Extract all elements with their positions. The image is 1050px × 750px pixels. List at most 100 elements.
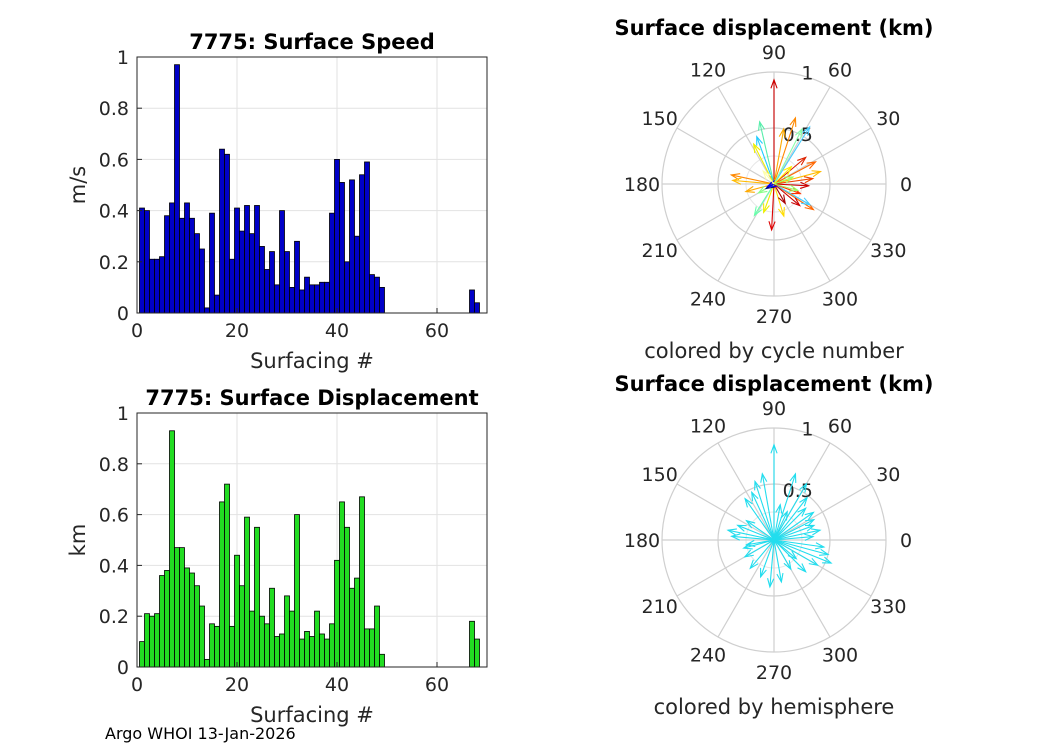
bar bbox=[169, 430, 175, 668]
axes-box bbox=[136, 56, 488, 314]
arrow-head bbox=[799, 482, 808, 493]
bar bbox=[269, 251, 275, 314]
arrow-head bbox=[788, 184, 800, 192]
radius-label: 1 bbox=[801, 419, 813, 441]
angle-label: 0 bbox=[900, 530, 912, 552]
arrow-head bbox=[770, 78, 778, 89]
bar bbox=[174, 64, 180, 314]
arrow-head bbox=[749, 559, 759, 570]
bar bbox=[334, 158, 340, 314]
angle-label: 270 bbox=[756, 306, 792, 328]
bar bbox=[204, 307, 210, 314]
arrow-shaft bbox=[773, 511, 814, 541]
bar bbox=[239, 585, 245, 668]
displacement-arrow bbox=[731, 177, 775, 185]
arrow-shaft bbox=[731, 535, 775, 541]
bar bbox=[244, 516, 250, 668]
bar bbox=[329, 212, 335, 314]
displacement-arrow bbox=[756, 135, 775, 185]
angle-label: 270 bbox=[756, 662, 792, 684]
displacement-arrow bbox=[726, 528, 775, 541]
displacement-arrow bbox=[773, 183, 787, 205]
compass-chart-1: 0 30 60 90 120 150 180 210 240 270 300 330 0.5 1 Surfa… bbox=[614, 16, 933, 363]
arrow-head bbox=[791, 197, 801, 207]
arrow-shaft bbox=[773, 176, 794, 185]
arrow-shaft bbox=[773, 183, 809, 187]
displacement-arrow bbox=[773, 539, 830, 556]
arrow-shaft bbox=[753, 143, 775, 185]
arrow-shaft bbox=[756, 136, 775, 185]
bar bbox=[229, 625, 235, 668]
displacement-arrow bbox=[773, 170, 823, 185]
arrow-head bbox=[799, 496, 809, 507]
chart-title: Surface displacement (km) bbox=[614, 16, 933, 40]
angle-label: 60 bbox=[828, 416, 852, 438]
bar bbox=[184, 567, 190, 668]
arrow-head bbox=[776, 572, 784, 584]
arrow-head bbox=[804, 518, 816, 527]
bar bbox=[469, 289, 475, 314]
bar bbox=[379, 653, 385, 668]
arrow-shaft bbox=[773, 507, 807, 541]
displacement-arrow bbox=[744, 497, 775, 541]
displacement-arrow bbox=[736, 524, 775, 541]
arrow-head bbox=[745, 519, 756, 529]
displacement-arrow bbox=[762, 169, 775, 185]
bar bbox=[184, 202, 190, 314]
displacement-arrow bbox=[760, 472, 775, 541]
x-tick-label: 0 bbox=[131, 320, 143, 342]
displacement-arrow bbox=[773, 127, 786, 185]
bar bbox=[329, 623, 335, 668]
bar bbox=[274, 636, 280, 668]
arrow-shaft bbox=[773, 161, 816, 185]
displacement-arrow bbox=[773, 539, 820, 567]
displacement-arrow bbox=[773, 472, 797, 541]
angle-label: 330 bbox=[870, 596, 906, 618]
bar bbox=[259, 246, 265, 314]
arrow-shaft bbox=[773, 171, 821, 185]
displacement-arrow bbox=[773, 510, 788, 541]
arrow-head bbox=[797, 156, 807, 166]
angle-label: 150 bbox=[642, 108, 678, 130]
bar bbox=[234, 207, 240, 314]
bar bbox=[474, 638, 480, 668]
bar bbox=[214, 294, 220, 314]
arrow-head bbox=[778, 127, 786, 138]
arrow-shaft bbox=[727, 529, 775, 541]
bar bbox=[344, 526, 350, 668]
arrow-head bbox=[795, 127, 803, 139]
bar-chart-2: 0 20 40 60 0 0.2 0.4 0.6 0.8 1 7775: Surface Displ… bbox=[66, 386, 488, 727]
bar bbox=[179, 217, 185, 314]
angle-label: 330 bbox=[870, 240, 906, 262]
angle-label: 210 bbox=[642, 240, 678, 262]
arrow-head bbox=[799, 181, 811, 189]
bar bbox=[314, 284, 320, 314]
angle-label: 90 bbox=[762, 42, 786, 64]
arrow-head bbox=[800, 197, 812, 206]
displacement-arrow bbox=[773, 176, 815, 185]
bar bbox=[304, 631, 310, 668]
arrow-head bbox=[762, 169, 772, 180]
bar bbox=[209, 623, 215, 668]
arrow-shaft bbox=[759, 121, 775, 185]
arrow-shaft bbox=[760, 539, 775, 578]
displacement-arrow bbox=[752, 142, 775, 185]
displacement-arrow bbox=[773, 496, 809, 541]
arrow-shaft bbox=[773, 128, 785, 185]
displacement-arrow bbox=[751, 490, 775, 541]
arrow-head bbox=[757, 120, 766, 131]
radius-label: 0.5 bbox=[783, 124, 813, 146]
displacement-arrow bbox=[773, 125, 811, 185]
bar bbox=[259, 615, 265, 668]
displacement-arrow bbox=[773, 524, 816, 541]
bar bbox=[349, 179, 355, 314]
arrow-shaft bbox=[762, 170, 775, 185]
arrow-shaft bbox=[773, 529, 821, 541]
bar bbox=[354, 577, 360, 668]
arrow-shaft bbox=[773, 126, 811, 185]
y-tick-label: 0.6 bbox=[99, 505, 129, 527]
arrow-head bbox=[756, 135, 763, 146]
bar bbox=[254, 205, 260, 314]
bar bbox=[224, 153, 230, 314]
